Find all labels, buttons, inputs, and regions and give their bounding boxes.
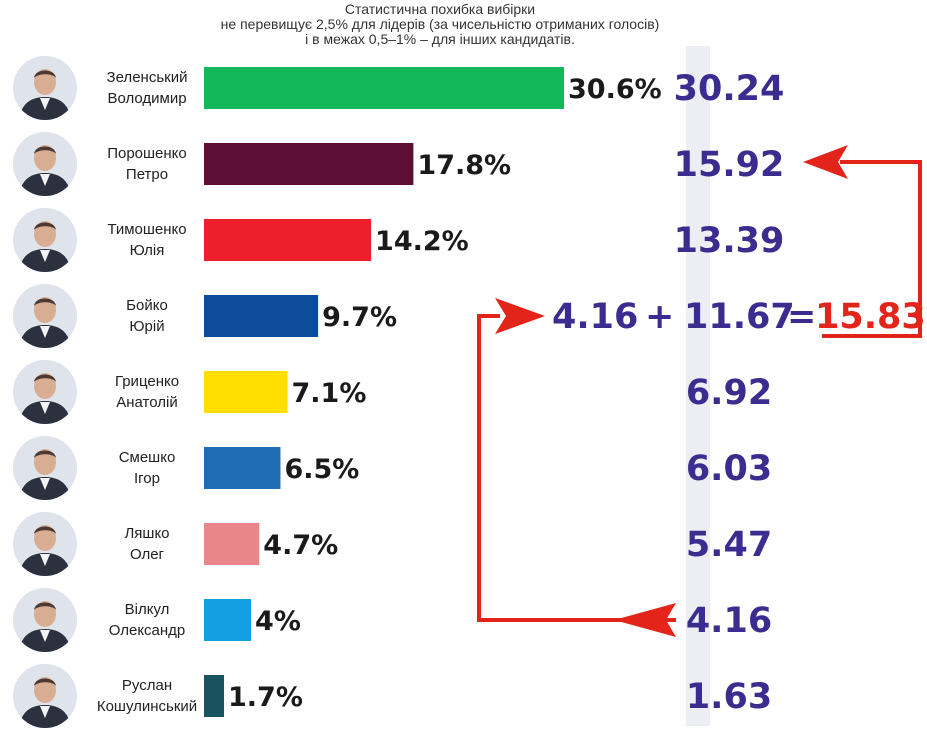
candidate-name: Гриценко Анатолій [92, 371, 202, 413]
candidate-avatar [13, 664, 77, 728]
bar-value-label: 4% [255, 606, 301, 637]
candidate-avatar [13, 56, 77, 120]
note-line-2: не перевищує 2,5% для лідерів (за чисель… [220, 16, 660, 32]
result-value: 6.03 [686, 449, 772, 489]
bar-value-label: 4.7% [263, 530, 338, 561]
arrow-head-to-poroshenko [803, 145, 848, 179]
candidate-name-line-1: Зеленський [106, 69, 188, 86]
bar [204, 675, 224, 717]
candidate-name-line-2: Юрій [129, 318, 165, 335]
bar [204, 295, 319, 337]
candidate-name-line-2: Петро [125, 166, 169, 183]
result-value: 4.16 [686, 601, 772, 641]
bar-value-label: 6.5% [284, 454, 359, 485]
candidate-name: Руслан Кошулинський [92, 675, 202, 717]
candidate-avatar [13, 208, 77, 272]
candidate-name-line-1: Тимошенко [107, 221, 187, 238]
candidate-name-line-1: Ляшко [124, 525, 170, 542]
candidate-name-line-2: Володимир [107, 90, 187, 107]
candidate-avatar [13, 284, 77, 348]
result-value: 6.92 [686, 373, 772, 413]
equation-term-1: 4.16 [552, 297, 638, 337]
bar [204, 371, 288, 413]
candidate-name: Ляшко Олег [92, 523, 202, 565]
candidate-avatar [13, 512, 77, 576]
results-group: 30.24 15.92 13.39 6.92 6.03 5.47 4.16 1.63 [674, 69, 785, 717]
bar [204, 447, 281, 489]
result-value: 30.24 [674, 69, 785, 109]
equation-total: 15.83 [815, 297, 926, 337]
candidate-name: Тимошенко Юлія [92, 219, 202, 261]
result-value: 5.47 [686, 525, 772, 565]
equation-term-2: 11.67 [684, 297, 795, 337]
candidate-name-line-1: Вілкул [124, 601, 170, 618]
arrow-line-sum-to-poroshenko [822, 160, 922, 338]
bars-group [204, 67, 564, 717]
result-value: 15.92 [674, 145, 785, 185]
bar [204, 219, 372, 261]
equation-equals: = [787, 297, 816, 337]
candidate-name-line-2: Кошулинський [96, 698, 198, 715]
arrow-head-to-sum [495, 298, 545, 334]
arrow-head-vilkul-tail [614, 603, 676, 637]
bar-value-label: 7.1% [292, 378, 367, 409]
candidate-avatar [13, 360, 77, 424]
candidate-name-line-1: Руслан [121, 677, 173, 694]
candidate-name: Порошенко Петро [92, 143, 202, 185]
bar-value-label: 30.6% [568, 74, 662, 105]
candidate-name-line-1: Смешко [118, 449, 176, 466]
results-column-background [686, 46, 710, 726]
candidate-name-line-2: Олег [129, 546, 165, 563]
result-value: 13.39 [674, 221, 785, 261]
candidate-name-line-1: Порошенко [107, 145, 187, 162]
sampling-error-note: Статистична похибка вибірки не перевищує… [160, 2, 720, 47]
candidate-name-line-2: Ігор [134, 470, 160, 487]
candidate-name: Зеленський Володимир [92, 67, 202, 109]
candidate-name-line-2: Юлія [129, 242, 165, 259]
equation-plus: + [645, 297, 674, 337]
note-line-1: Статистична похибка вибірки [344, 1, 536, 17]
bar-labels-group: 30.6% 17.8% 14.2% 9.7% 7.1% 6.5% 4.7% 4% 1.7% [228, 74, 662, 713]
bar [204, 67, 564, 109]
candidate-name-line-2: Анатолій [116, 394, 178, 411]
arrow-line-vilkul-to-sum [477, 314, 676, 622]
candidate-name-line-2: Олександр [108, 622, 186, 639]
equation-group: 4.16 +11.67=15.83 [552, 297, 926, 337]
candidate-avatar [13, 588, 77, 652]
bar [204, 599, 252, 641]
candidate-name-line-1: Гриценко [114, 373, 180, 390]
candidate-name-line-1: Бойко [126, 297, 168, 314]
candidate-avatar [13, 436, 77, 500]
candidate-name: Вілкул Олександр [92, 599, 202, 641]
candidate-name: Бойко Юрій [92, 295, 202, 337]
bar [204, 143, 414, 185]
bar [204, 523, 260, 565]
candidate-name: Смешко Ігор [92, 447, 202, 489]
bar-value-label: 1.7% [228, 682, 303, 713]
bar-value-label: 9.7% [322, 302, 397, 333]
arrows-group [477, 145, 922, 637]
result-value: 1.63 [686, 677, 772, 717]
bar-value-label: 14.2% [375, 226, 469, 257]
bar-value-label: 17.8% [417, 150, 511, 181]
candidate-avatar [13, 132, 77, 196]
note-line-3: і в межах 0,5–1% – для інших кандидатів. [305, 31, 575, 47]
